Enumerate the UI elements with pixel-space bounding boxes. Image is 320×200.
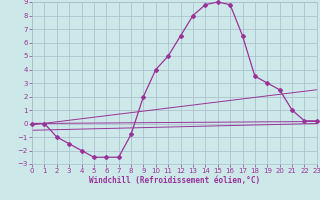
X-axis label: Windchill (Refroidissement éolien,°C): Windchill (Refroidissement éolien,°C) bbox=[89, 176, 260, 185]
